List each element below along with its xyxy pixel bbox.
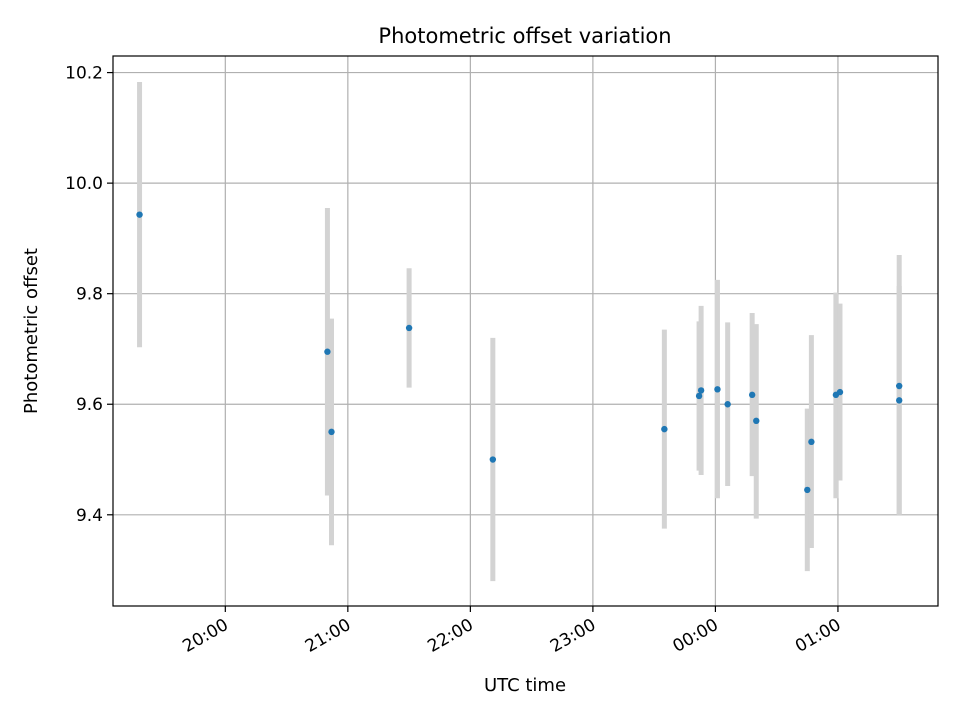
plot-area bbox=[113, 56, 938, 606]
plot-frame bbox=[112, 55, 939, 607]
y-tick-label: 10.0 bbox=[65, 174, 103, 194]
data-points bbox=[136, 211, 903, 494]
y-tick-label: 9.4 bbox=[76, 506, 103, 526]
data-point bbox=[808, 438, 815, 446]
data-point bbox=[724, 401, 731, 408]
y-axis-ticks: 9.4 9.6 9.8 10.0 10.2 bbox=[65, 64, 113, 526]
y-tick-label: 9.6 bbox=[76, 395, 103, 415]
y-axis-title: Photometric offset bbox=[21, 248, 42, 414]
chart-title: Photometric offset variation bbox=[378, 24, 671, 48]
data-point bbox=[836, 388, 844, 396]
data-point bbox=[753, 417, 760, 425]
data-point bbox=[324, 348, 331, 355]
data-point bbox=[714, 386, 721, 393]
grid-lines bbox=[113, 56, 938, 606]
data-point bbox=[804, 486, 811, 494]
data-point bbox=[328, 428, 335, 436]
data-point bbox=[695, 392, 703, 400]
data-point bbox=[896, 382, 903, 390]
data-point bbox=[405, 324, 413, 332]
y-tick-label: 10.2 bbox=[65, 64, 103, 84]
data-point bbox=[661, 425, 668, 433]
y-tick-label: 9.8 bbox=[76, 285, 103, 305]
data-point bbox=[489, 456, 497, 463]
data-point bbox=[136, 211, 143, 218]
data-point bbox=[748, 391, 756, 399]
x-axis-title: UTC time bbox=[484, 675, 566, 696]
data-point bbox=[697, 387, 705, 394]
data-point bbox=[896, 397, 903, 404]
